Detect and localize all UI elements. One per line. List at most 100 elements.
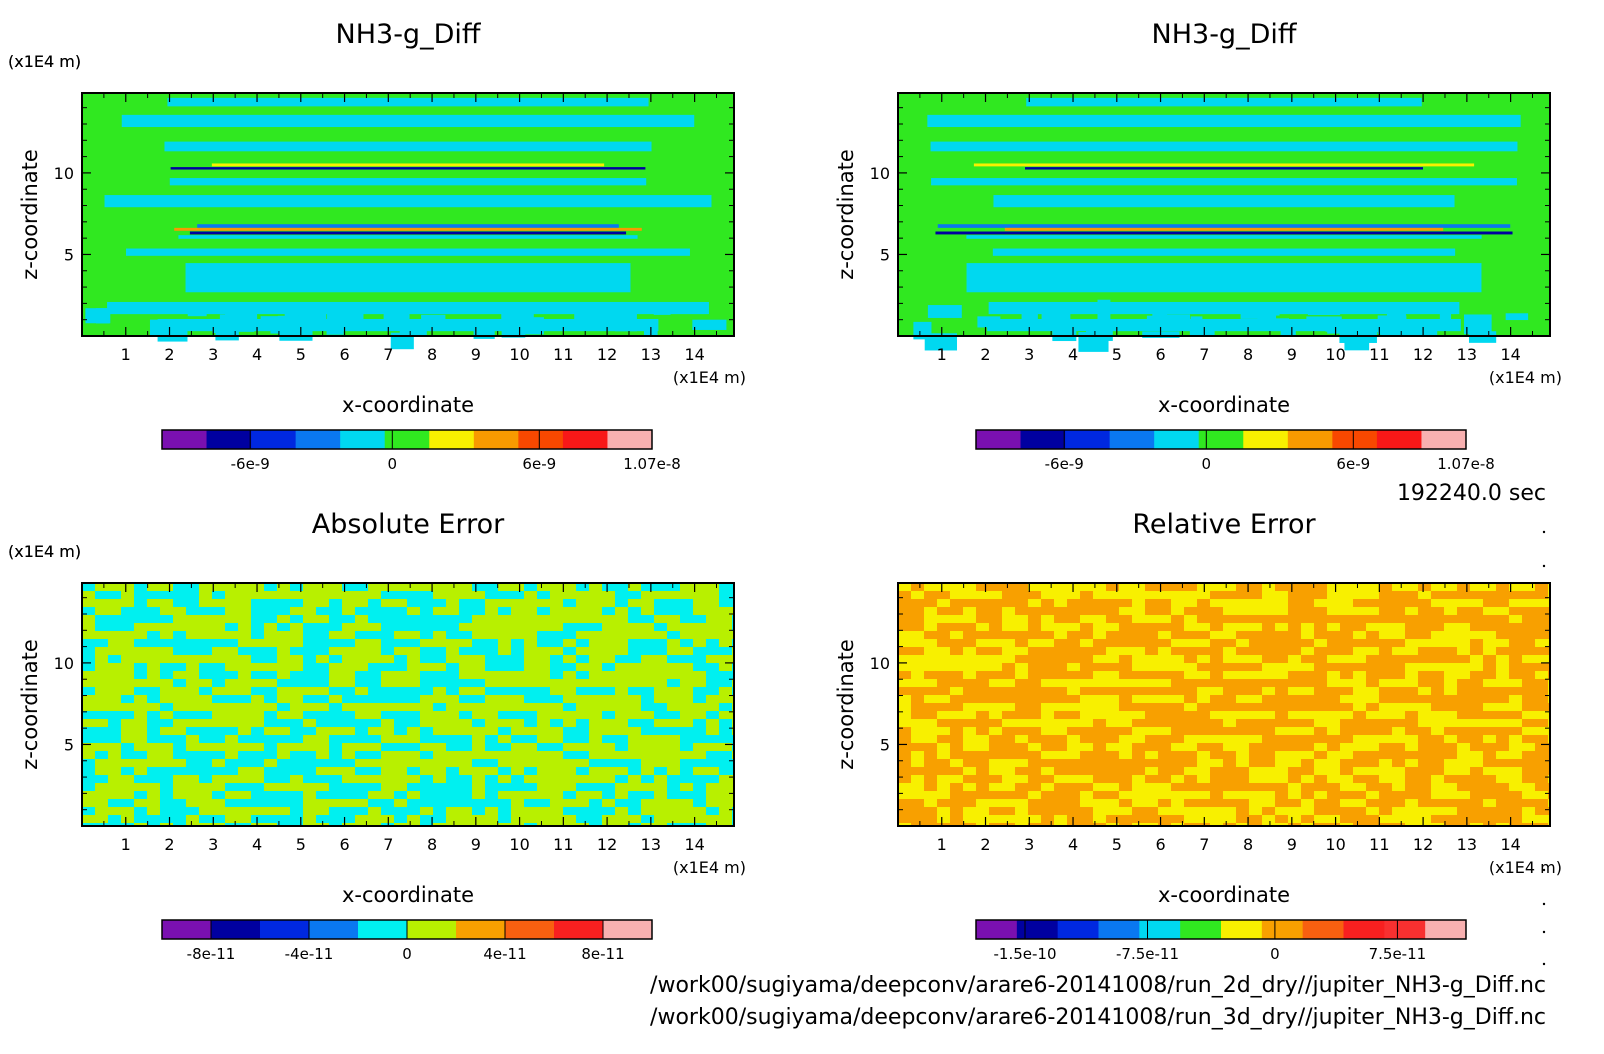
field-cell [1158,719,1171,727]
field-cell [446,647,459,655]
field-cell [1119,815,1145,823]
field-cell [1379,791,1392,799]
field-cell [511,607,537,615]
field-cell [1444,775,1457,783]
field-cell [898,623,924,631]
field-cell [472,791,485,799]
field-cell [1418,647,1431,655]
field-cell [1505,313,1529,321]
field-cell [1379,599,1405,607]
field-cell [381,703,394,711]
field-cell [1015,631,1041,639]
colorbar-swatch [358,920,408,939]
field-cell [108,607,121,615]
field-cell [524,815,537,823]
field-cell [937,735,963,743]
field-cell [1041,815,1054,823]
field-cell [329,647,355,655]
field-band [931,178,1517,186]
colorbar-swatch [1154,430,1200,449]
field-cell [1470,671,1496,679]
x-tick-label: 13 [1457,835,1477,854]
field-cell [1470,711,1496,719]
field-cell [615,663,628,671]
field-cell [1340,791,1366,799]
field-cell [1262,759,1275,767]
field-cell [667,759,680,767]
field-cell [511,807,524,815]
field-cell [1015,791,1028,799]
field-cell [225,775,238,783]
field-cell [1301,791,1314,799]
x-axis-label: x-coordinate [342,883,474,907]
field-cell [212,623,225,631]
colorbar-swatch [1109,430,1155,449]
field-cell [173,687,199,695]
field-cell [1041,663,1054,671]
field-cell [628,815,641,823]
field-cell [1093,751,1119,759]
colorbar-tick-label: 6e-9 [522,455,556,473]
field-cell [1366,799,1379,807]
field-cell [1210,663,1236,671]
field-cell [459,671,472,679]
field-cell [563,583,576,591]
field-cell [1522,799,1535,807]
field-cell [950,639,976,647]
field-cell [1327,799,1340,807]
field-cell [1418,615,1444,623]
field-cell [1509,655,1522,663]
field-cell [1249,591,1262,599]
field-cell [667,647,693,655]
field-cell [1145,743,1158,751]
field-cell [82,743,108,751]
field-cell [963,599,976,607]
field-cell [1106,759,1119,767]
field-cell [368,791,394,799]
field-cell [160,583,173,591]
field-cell [1457,703,1470,711]
field-cell [667,687,680,695]
field-cell [1288,671,1301,679]
x-tick-label: 9 [1287,345,1297,364]
field-cell [1080,823,1093,826]
field-cell [1158,815,1184,823]
field-cell [1197,743,1223,751]
field-cell [1197,711,1210,719]
field-cell [1470,783,1496,791]
colorbar-swatch [340,430,386,449]
field-cell [641,767,654,775]
field-cell [898,615,924,623]
field-cell [121,671,134,679]
field-cell [1444,615,1457,623]
field-cell [1418,695,1431,703]
field-cell [498,751,511,759]
field-cell [82,679,95,687]
field-cell [1275,719,1288,727]
field-cell [719,775,732,783]
field-cell [654,591,667,599]
field-cell [680,623,706,631]
field-cell [1223,823,1236,826]
field-cell [199,783,212,791]
x-tick-label: 11 [1369,345,1389,364]
field-cell [1483,815,1496,823]
colorbar-tick-label: -1.5e-10 [994,945,1057,963]
x-tick-label: 2 [164,835,174,854]
field-cell [1223,695,1236,703]
field-cell [1379,799,1405,807]
field-band [966,235,1482,239]
field-cell [1223,615,1236,623]
field-cell [937,719,963,727]
x-tick-label: 1 [121,835,131,854]
field-cell [706,655,732,663]
field-cell [924,687,937,695]
field-cell [1236,807,1249,815]
field-cell [1314,751,1327,759]
field-cell [485,767,498,775]
y-tick-label: 10 [54,164,74,183]
field-cell [355,703,368,711]
field-cell [82,615,95,623]
field-cell [173,775,199,783]
field-cell [706,727,719,735]
